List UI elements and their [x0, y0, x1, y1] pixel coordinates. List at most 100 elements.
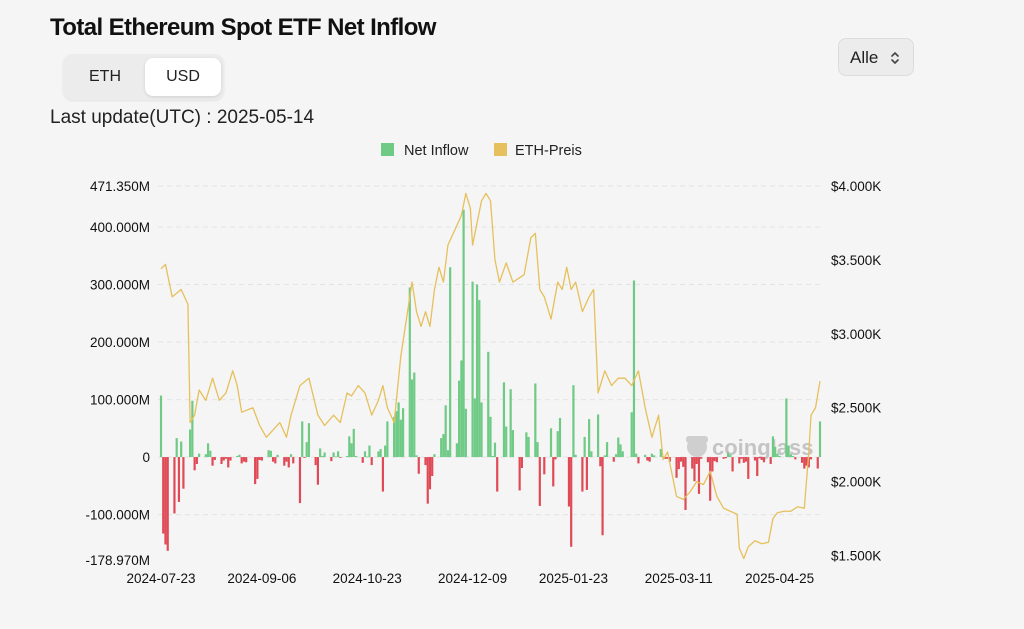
net-inflow-bar[interactable] [774, 446, 777, 458]
unit-usd-button[interactable]: USD [145, 58, 221, 96]
net-inflow-bar[interactable] [646, 457, 649, 461]
net-inflow-bar[interactable] [502, 382, 506, 458]
net-inflow-bar[interactable] [164, 457, 167, 545]
net-inflow-bar[interactable] [363, 451, 367, 458]
net-inflow-bar[interactable] [583, 436, 586, 458]
net-inflow-bar[interactable] [816, 457, 819, 469]
net-inflow-bar[interactable] [408, 287, 411, 458]
net-inflow-bar[interactable] [428, 457, 432, 490]
net-inflow-bar[interactable] [727, 452, 730, 458]
net-inflow-bar[interactable] [166, 457, 169, 551]
net-inflow-bar[interactable] [478, 300, 481, 458]
net-inflow-bar[interactable] [475, 284, 479, 458]
net-inflow-bar[interactable] [370, 457, 373, 466]
net-inflow-bar[interactable] [599, 457, 602, 467]
legend-item-eth-price[interactable]: ETH-Preis [494, 143, 582, 159]
net-inflow-bar[interactable] [182, 457, 185, 489]
net-inflow-bar[interactable] [386, 421, 389, 458]
net-inflow-bar[interactable] [760, 457, 763, 460]
net-inflow-bar[interactable] [431, 457, 434, 477]
net-inflow-bar[interactable] [706, 457, 710, 463]
net-inflow-bar[interactable] [361, 457, 364, 463]
net-inflow-bar[interactable] [314, 457, 317, 466]
net-inflow-bar[interactable] [198, 453, 201, 458]
net-inflow-bar[interactable] [554, 457, 557, 460]
net-inflow-bar[interactable] [397, 402, 400, 458]
net-inflow-bar[interactable] [520, 457, 523, 468]
net-inflow-bar[interactable] [368, 445, 371, 458]
net-inflow-bar[interactable] [191, 400, 194, 458]
net-inflow-bar[interactable] [487, 351, 490, 458]
net-inflow-bar[interactable] [807, 457, 810, 468]
net-inflow-bar[interactable] [269, 450, 272, 458]
net-inflow-bar[interactable] [552, 457, 555, 487]
net-inflow-bar[interactable] [666, 457, 669, 459]
net-inflow-bar[interactable] [632, 280, 636, 458]
net-inflow-bar[interactable] [222, 457, 225, 461]
net-inflow-bar[interactable] [213, 457, 216, 460]
net-inflow-bar[interactable] [585, 457, 588, 490]
net-inflow-bar[interactable] [285, 457, 288, 462]
net-inflow-bar[interactable] [679, 457, 683, 462]
net-inflow-bar[interactable] [682, 457, 685, 467]
net-inflow-bar[interactable] [572, 385, 575, 458]
net-inflow-bar[interactable] [330, 457, 333, 462]
net-inflow-bar[interactable] [711, 457, 714, 472]
net-inflow-bar[interactable] [756, 457, 759, 477]
net-inflow-bar[interactable] [794, 457, 797, 460]
net-inflow-bar[interactable] [518, 457, 521, 491]
net-inflow-bar[interactable] [395, 411, 398, 458]
net-inflow-bar[interactable] [695, 457, 698, 464]
net-inflow-bar[interactable] [366, 456, 369, 458]
legend-item-net-inflow[interactable]: Net Inflow [381, 143, 469, 159]
net-inflow-bar[interactable] [471, 281, 474, 458]
net-inflow-bar[interactable] [731, 457, 734, 472]
net-inflow-bar[interactable] [354, 455, 358, 458]
net-inflow-bar[interactable] [747, 457, 750, 479]
net-inflow-bar[interactable] [684, 457, 687, 510]
net-inflow-bar[interactable] [433, 454, 436, 458]
net-inflow-bar[interactable] [536, 442, 539, 458]
net-inflow-bar[interactable] [722, 457, 725, 459]
net-inflow-bar[interactable] [570, 457, 573, 547]
net-inflow-bar[interactable] [511, 430, 515, 458]
net-inflow-bar[interactable] [159, 395, 163, 458]
net-inflow-bar[interactable] [758, 457, 761, 459]
net-inflow-bar[interactable] [596, 414, 600, 458]
net-inflow-bar[interactable] [744, 457, 748, 462]
net-inflow-bar[interactable] [301, 421, 304, 458]
net-inflow-bar[interactable] [738, 457, 741, 464]
net-inflow-bar[interactable] [336, 451, 340, 458]
net-inflow-bar[interactable] [538, 457, 541, 506]
net-inflow-bar[interactable] [803, 457, 806, 469]
net-inflow-bar[interactable] [384, 445, 387, 458]
net-inflow-bar[interactable] [193, 457, 196, 471]
net-inflow-bar[interactable] [558, 417, 562, 458]
net-inflow-bar[interactable] [630, 412, 633, 458]
net-inflow-bar[interactable] [410, 379, 414, 458]
net-inflow-bar[interactable] [809, 457, 813, 460]
net-inflow-bar[interactable] [271, 457, 275, 462]
net-inflow-bar[interactable] [612, 457, 615, 462]
net-inflow-bar[interactable] [238, 454, 241, 458]
net-inflow-bar[interactable] [659, 449, 662, 458]
net-inflow-bar[interactable] [236, 455, 239, 458]
net-inflow-bar[interactable] [675, 457, 678, 478]
net-inflow-bar[interactable] [209, 450, 212, 458]
net-inflow-bar[interactable] [381, 457, 385, 492]
net-inflow-bar[interactable] [818, 421, 822, 458]
net-inflow-bar[interactable] [778, 455, 781, 458]
net-inflow-bar[interactable] [677, 457, 680, 470]
net-inflow-bar[interactable] [350, 443, 353, 458]
net-inflow-bar[interactable] [605, 442, 609, 458]
net-inflow-bar[interactable] [323, 452, 326, 458]
net-inflow-bar[interactable] [709, 457, 712, 501]
net-inflow-bar[interactable] [444, 405, 447, 458]
net-inflow-bar[interactable] [603, 455, 606, 458]
net-inflow-bar[interactable] [460, 360, 463, 458]
net-inflow-bar[interactable] [334, 456, 337, 458]
eth-price-line[interactable] [160, 192, 821, 560]
net-inflow-bar[interactable] [491, 455, 494, 458]
net-inflow-bar[interactable] [700, 457, 703, 459]
net-inflow-bar[interactable] [762, 457, 766, 463]
